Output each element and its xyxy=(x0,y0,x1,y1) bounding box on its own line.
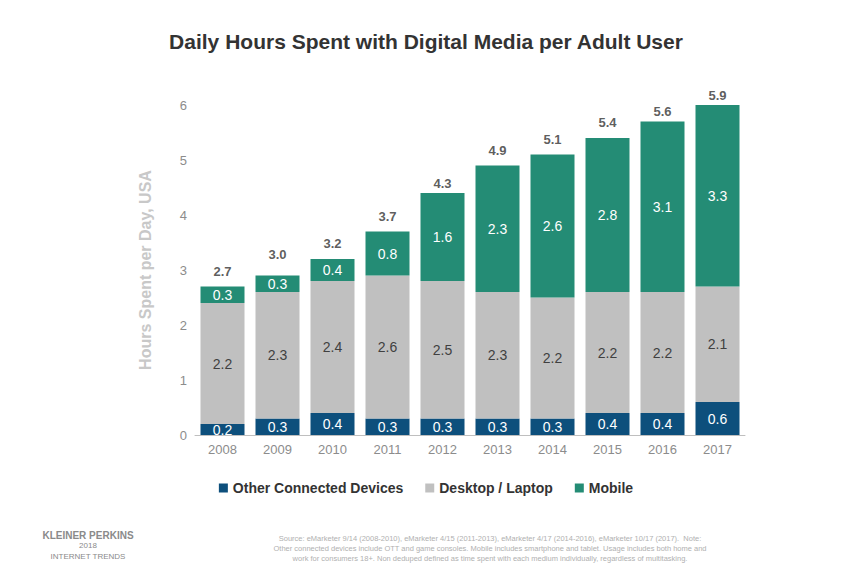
svg-text:0.3: 0.3 xyxy=(268,276,288,292)
svg-text:2.6: 2.6 xyxy=(378,339,398,355)
svg-text:5.9: 5.9 xyxy=(708,88,726,103)
svg-text:2.2: 2.2 xyxy=(653,345,673,361)
svg-text:4.3: 4.3 xyxy=(433,176,451,191)
svg-text:2009: 2009 xyxy=(263,442,292,457)
svg-text:work for consumers 18+. Non de: work for consumers 18+. Non deduped defi… xyxy=(292,554,688,563)
svg-text:2: 2 xyxy=(180,318,187,333)
svg-text:4.9: 4.9 xyxy=(488,143,506,158)
svg-text:0.3: 0.3 xyxy=(378,419,398,435)
svg-text:0.3: 0.3 xyxy=(268,419,288,435)
svg-text:KLEINER PERKINS: KLEINER PERKINS xyxy=(42,530,133,541)
svg-text:5.1: 5.1 xyxy=(543,132,561,147)
svg-text:2.7: 2.7 xyxy=(213,264,231,279)
svg-text:5: 5 xyxy=(180,153,187,168)
svg-text:2.4: 2.4 xyxy=(323,339,343,355)
svg-text:2013: 2013 xyxy=(483,442,512,457)
svg-text:2017: 2017 xyxy=(703,442,732,457)
svg-text:5.4: 5.4 xyxy=(598,115,617,130)
svg-text:2012: 2012 xyxy=(428,442,457,457)
svg-text:0.3: 0.3 xyxy=(433,419,453,435)
svg-text:2.2: 2.2 xyxy=(598,345,618,361)
svg-text:3.2: 3.2 xyxy=(323,236,341,251)
svg-text:3: 3 xyxy=(180,263,187,278)
svg-text:0.4: 0.4 xyxy=(598,416,618,432)
svg-text:Source: eMarketer 9/14 (2008-2: Source: eMarketer 9/14 (2008-2010), eMar… xyxy=(279,534,702,543)
svg-text:2.2: 2.2 xyxy=(543,350,563,366)
svg-text:Desktop / Laptop: Desktop / Laptop xyxy=(439,480,553,496)
svg-text:3.0: 3.0 xyxy=(268,247,286,262)
svg-text:2011: 2011 xyxy=(374,442,402,457)
svg-text:3.3: 3.3 xyxy=(708,188,728,204)
svg-text:2.3: 2.3 xyxy=(488,347,508,363)
svg-text:0.3: 0.3 xyxy=(488,419,508,435)
svg-text:Hours Spent per Day, USA: Hours Spent per Day, USA xyxy=(137,170,154,370)
svg-text:1: 1 xyxy=(180,373,187,388)
svg-text:2008: 2008 xyxy=(208,442,237,457)
svg-text:5.6: 5.6 xyxy=(653,104,671,119)
svg-text:2.5: 2.5 xyxy=(433,342,453,358)
svg-text:2.2: 2.2 xyxy=(213,356,233,372)
svg-text:Daily Hours Spent with Digital: Daily Hours Spent with Digital Media per… xyxy=(169,30,683,53)
svg-text:3.1: 3.1 xyxy=(653,199,673,215)
svg-text:4: 4 xyxy=(180,208,187,223)
svg-text:1.6: 1.6 xyxy=(433,229,453,245)
svg-text:2.3: 2.3 xyxy=(268,347,288,363)
svg-text:2.8: 2.8 xyxy=(598,207,618,223)
svg-text:2016: 2016 xyxy=(648,442,677,457)
svg-text:0.4: 0.4 xyxy=(323,416,343,432)
svg-text:2015: 2015 xyxy=(593,442,622,457)
svg-text:Other Connected Devices: Other Connected Devices xyxy=(233,480,404,496)
svg-text:Other connected devices includ: Other connected devices include OTT and … xyxy=(273,544,706,553)
svg-text:6: 6 xyxy=(180,98,187,113)
svg-text:0: 0 xyxy=(180,428,187,443)
svg-text:0.4: 0.4 xyxy=(323,262,343,278)
svg-text:2.1: 2.1 xyxy=(708,336,728,352)
svg-text:2.3: 2.3 xyxy=(488,221,508,237)
svg-text:0.8: 0.8 xyxy=(378,246,398,262)
svg-text:3.7: 3.7 xyxy=(378,209,396,224)
svg-text:2014: 2014 xyxy=(538,442,567,457)
svg-text:2.6: 2.6 xyxy=(543,218,563,234)
svg-text:INTERNET TRENDS: INTERNET TRENDS xyxy=(51,552,126,561)
svg-text:0.3: 0.3 xyxy=(213,287,233,303)
svg-text:2010: 2010 xyxy=(318,442,347,457)
svg-text:2018: 2018 xyxy=(79,541,97,550)
svg-text:0.4: 0.4 xyxy=(653,416,673,432)
svg-text:0.6: 0.6 xyxy=(708,411,728,427)
svg-text:0.3: 0.3 xyxy=(543,419,563,435)
svg-text:0.2: 0.2 xyxy=(213,422,233,438)
svg-text:Mobile: Mobile xyxy=(589,480,634,496)
